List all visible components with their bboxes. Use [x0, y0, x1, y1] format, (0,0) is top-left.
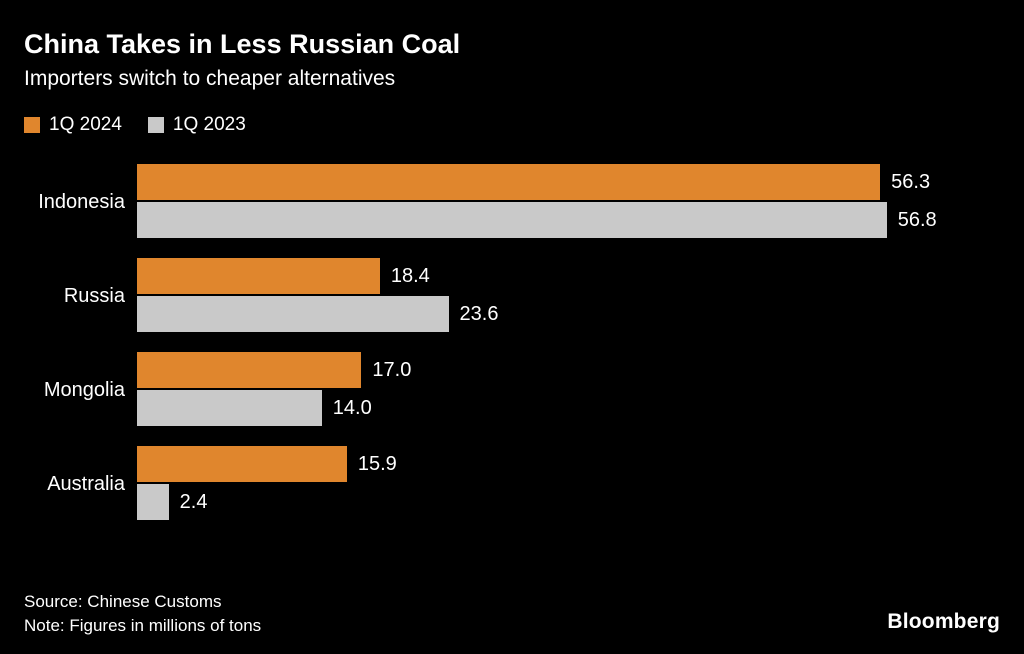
- source-line: Source: Chinese Customs: [24, 592, 222, 611]
- bar-1q-2024: [137, 164, 881, 200]
- bar-chart: Indonesia 56.3 56.8 Russia 18.4 23.6 Mongolia 1…: [0, 164, 1024, 522]
- bar-row: 23.6: [137, 296, 498, 332]
- bar-pair: 17.0 14.0: [137, 352, 411, 428]
- category-label: Australia: [47, 472, 125, 495]
- legend-swatch-gray-icon: [147, 117, 164, 133]
- bar-1q-2023: [137, 296, 449, 332]
- value-label: 56.8: [897, 208, 937, 231]
- chart-legend: 1Q 2024 1Q 2023: [24, 114, 1024, 136]
- category-label: Russia: [63, 284, 125, 307]
- bar-1q-2024: [137, 352, 362, 388]
- chart-subtitle: Importers switch to cheaper alternatives: [24, 67, 396, 90]
- value-label: 15.9: [357, 452, 397, 475]
- legend-item-1q2024: 1Q 2024: [24, 114, 122, 136]
- bar-1q-2023: [137, 202, 887, 238]
- bar-row: 56.8: [137, 202, 937, 238]
- bar-row: 2.4: [137, 484, 397, 520]
- bar-1q-2023: [137, 484, 169, 520]
- bar-group: Indonesia 56.3 56.8: [24, 164, 1024, 240]
- bar-row: 15.9: [137, 446, 397, 482]
- value-label: 14.0: [332, 396, 372, 419]
- value-label: 56.3: [891, 170, 931, 193]
- chart-footer: Source: Chinese Customs Note: Figures in…: [24, 590, 261, 638]
- chart-header: China Takes in Less Russian Coal Importe…: [0, 0, 1024, 92]
- value-label: 17.0: [372, 358, 412, 381]
- bar-1q-2024: [137, 446, 347, 482]
- bar-row: 56.3: [137, 164, 937, 200]
- value-label: 18.4: [390, 264, 430, 287]
- bar-1q-2024: [137, 258, 380, 294]
- category-label: Indonesia: [38, 190, 125, 213]
- bar-row: 18.4: [137, 258, 498, 294]
- bar-pair: 15.9 2.4: [137, 446, 397, 522]
- bar-row: 14.0: [137, 390, 411, 426]
- value-label: 23.6: [459, 302, 499, 325]
- value-label: 2.4: [179, 490, 208, 513]
- note-line: Note: Figures in millions of tons: [24, 616, 262, 635]
- legend-label: 1Q 2023: [172, 114, 246, 135]
- chart-title: China Takes in Less Russian Coal: [24, 29, 461, 59]
- legend-swatch-orange-icon: [24, 117, 40, 133]
- category-label: Mongolia: [43, 378, 125, 401]
- bar-pair: 18.4 23.6: [137, 258, 498, 334]
- legend-item-1q2023: 1Q 2023: [147, 114, 246, 136]
- bloomberg-logo: Bloomberg: [887, 610, 1000, 633]
- bar-pair: 56.3 56.8: [137, 164, 937, 240]
- bar-group: Australia 15.9 2.4: [24, 446, 1024, 522]
- bar-group: Russia 18.4 23.6: [24, 258, 1024, 334]
- bar-group: Mongolia 17.0 14.0: [24, 352, 1024, 428]
- bar-1q-2023: [137, 390, 322, 426]
- bar-row: 17.0: [137, 352, 411, 388]
- legend-label: 1Q 2024: [49, 114, 122, 135]
